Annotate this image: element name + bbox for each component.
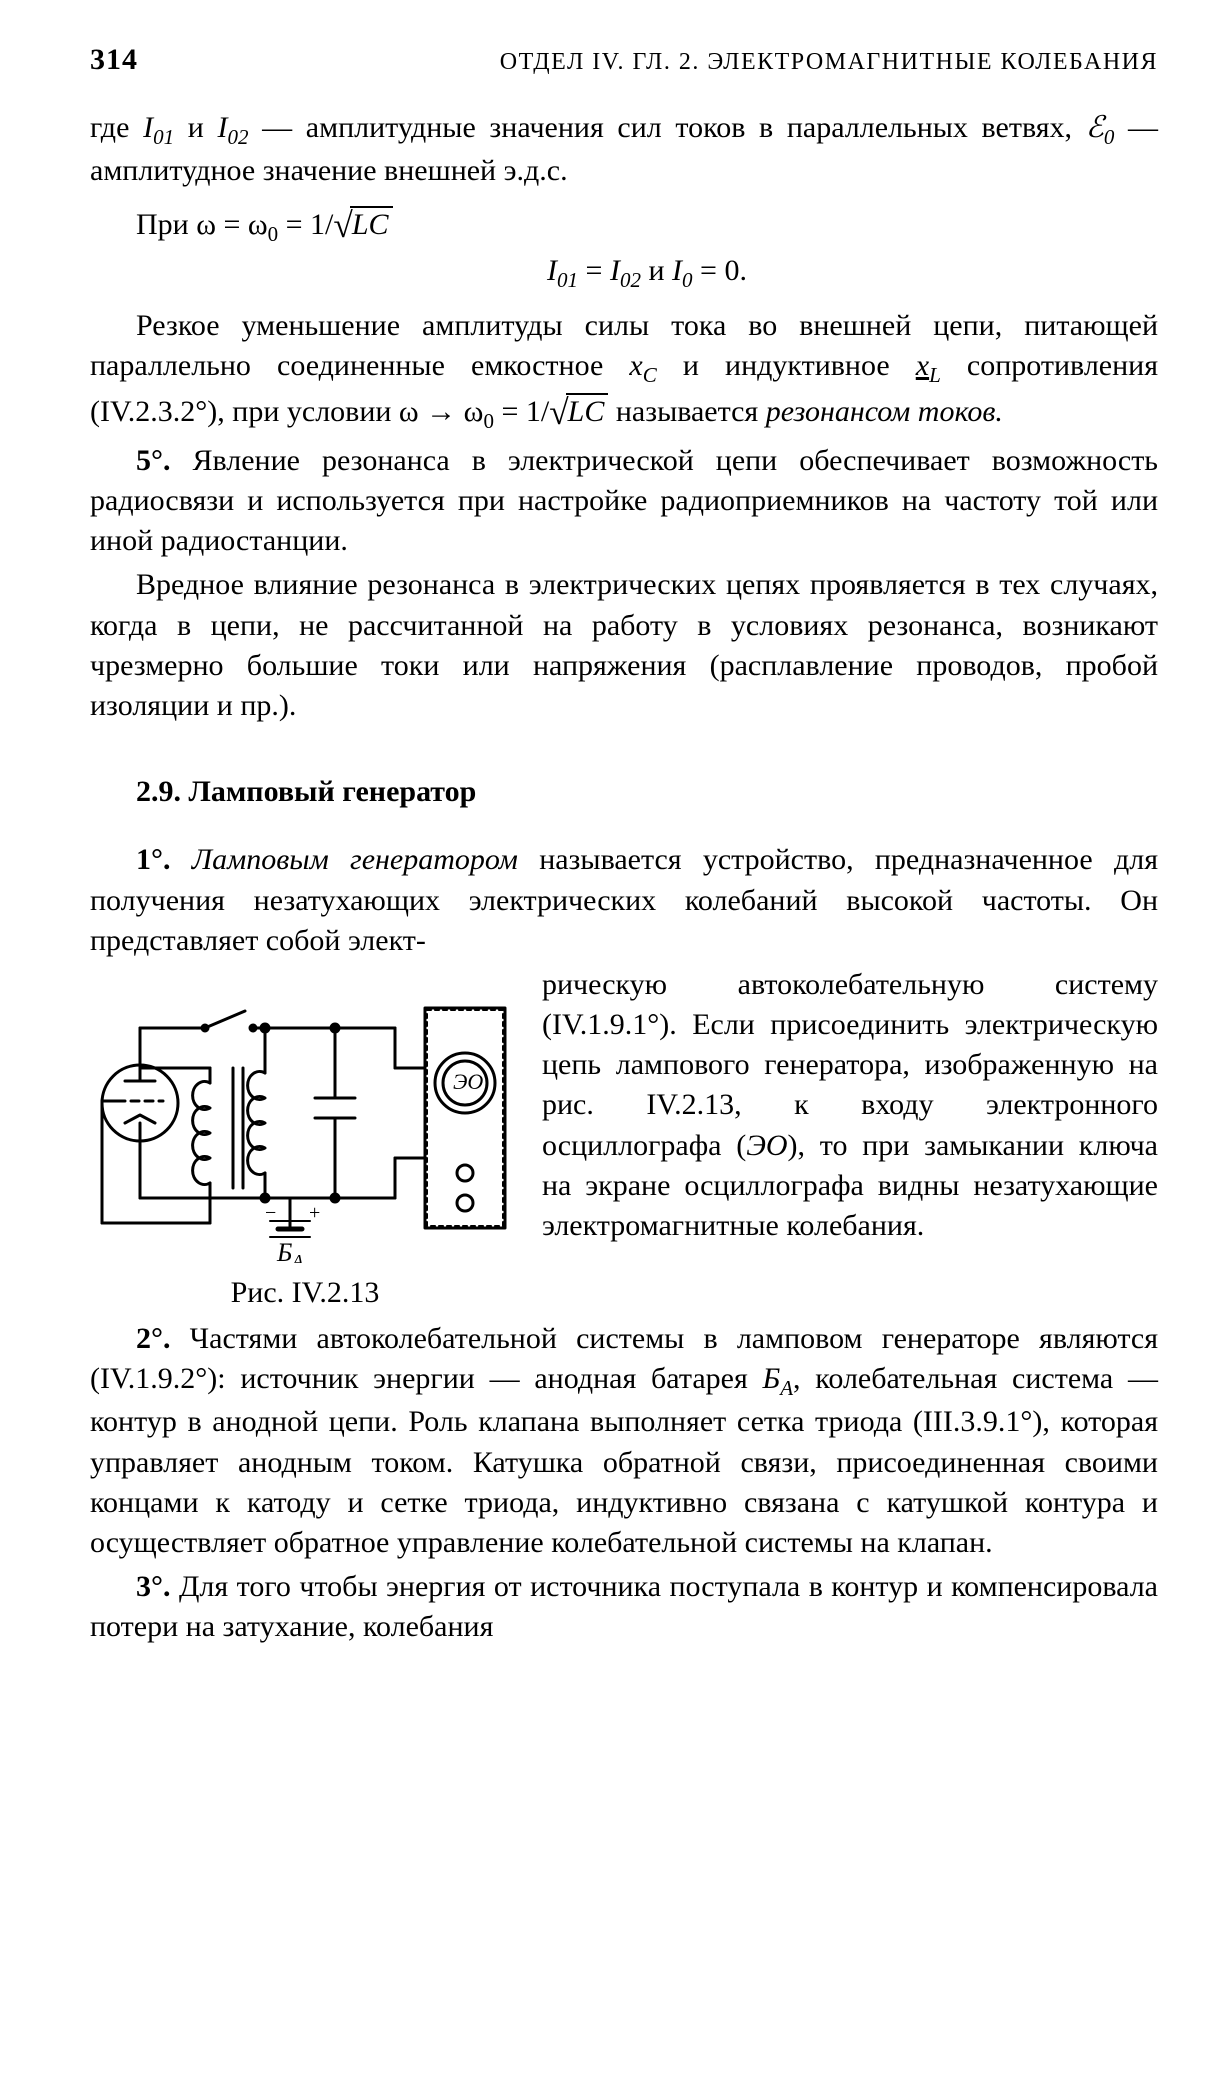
paragraph: где I01 и I02 — амплитудные значения сил… [90, 108, 1158, 191]
symbol-eo: ЭО [746, 1129, 787, 1162]
formula-block: При ω = ω0 = 1/√LC I01 = I02 и I0 = 0. [136, 202, 1158, 295]
text: и [188, 111, 218, 144]
section-heading: 2.9. Ламповый генератор [90, 772, 1158, 812]
item-number: 5°. [136, 444, 171, 477]
running-head: 314 ОТДЕЛ IV. ГЛ. 2. ЭЛЕКТРОМАГНИТНЫЕ КО… [90, 40, 1158, 80]
item-number: 3°. [136, 1570, 171, 1603]
symbol-xc: xC [629, 349, 656, 382]
subscript: 0 [483, 409, 494, 433]
symbol-ba: БА [763, 1362, 794, 1395]
rhs: = 0. [693, 254, 747, 287]
symbol-I02: I02 [217, 111, 248, 144]
symbol: I0 [672, 254, 693, 287]
figure-caption: Рис. IV.2.13 [90, 1273, 520, 1313]
page: 314 ОТДЕЛ IV. ГЛ. 2. ЭЛЕКТРОМАГНИТНЫЕ КО… [0, 0, 1228, 1692]
equals: = [578, 254, 610, 287]
paragraph: 2°. Частями автоколебательной системы в … [90, 1319, 1158, 1563]
emphasis: резонансом токов. [766, 395, 1003, 428]
paragraph: Вредное влияние резонанса в электрически… [90, 565, 1158, 726]
sqrt-argument: LC [350, 206, 393, 241]
label-ba: БА [276, 1238, 304, 1263]
text: и индуктивное [683, 349, 916, 382]
figure: − + ЭО БА Рис. IV.2.13 [90, 973, 520, 1313]
symbol: I02 [610, 254, 641, 287]
formula-line: I01 = I02 и I0 = 0. [136, 251, 1158, 294]
text: Явление резонанса в электрической цепи о… [90, 444, 1158, 557]
item-number: 2°. [136, 1322, 171, 1355]
emphasis: Ламповым генератором [192, 843, 518, 876]
running-title: ОТДЕЛ IV. ГЛ. 2. ЭЛЕКТРОМАГНИТНЫЕ КОЛЕБА… [500, 46, 1158, 78]
symbol-xl: xL [916, 349, 941, 382]
formula-line: При ω = ω0 = 1/√LC [136, 202, 1158, 249]
sqrt-argument: LC [566, 393, 609, 428]
symbol: I01 [547, 254, 578, 287]
paragraph: Резкое уменьшение амплитуды силы тока во… [90, 306, 1158, 437]
circuit-diagram: − + ЭО БА [95, 973, 515, 1263]
paragraph: 5°. Явление резонанса в электрической це… [90, 441, 1158, 562]
subscript: 0 [268, 222, 279, 246]
figure-wrap: − + ЭО БА Рис. IV.2.13 рическую автоко [90, 965, 1158, 1319]
svg-text:−: − [265, 1202, 276, 1224]
text: = 1/ [494, 395, 549, 428]
formula-text: При ω = ω [136, 208, 268, 241]
label-eo: ЭО [453, 1069, 483, 1094]
item-number: 1°. [136, 843, 192, 876]
formula-text: = 1/ [278, 208, 333, 241]
page-number: 314 [90, 40, 138, 80]
text: Вредное влияние резонанса в электрически… [90, 568, 1158, 722]
paragraph: 1°. Ламповым генератором называется устр… [90, 840, 1158, 961]
paragraph: 3°. Для того чтобы энергия от источника … [90, 1567, 1158, 1647]
text: — амплитудные значения сил токов в парал… [262, 111, 1086, 144]
symbol-emf: ℰ0 [1086, 111, 1115, 144]
text: называется [608, 395, 765, 428]
text: Для того чтобы энергия от источника пост… [90, 1570, 1158, 1643]
and-word: и [641, 254, 672, 287]
symbol-I01: I01 [143, 111, 174, 144]
text: где [90, 111, 143, 144]
svg-text:+: + [309, 1202, 320, 1224]
